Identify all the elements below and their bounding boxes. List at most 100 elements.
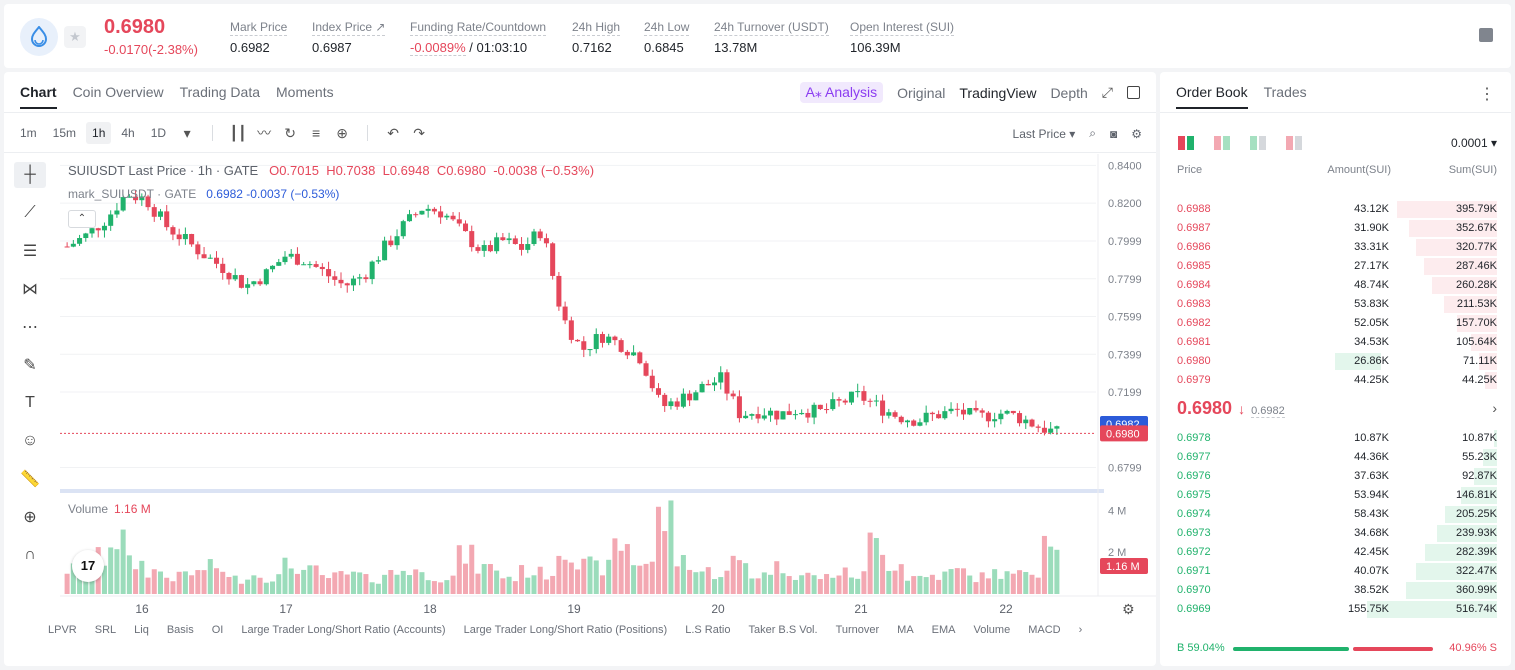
price-chart[interactable]: 0.8400 0.8200 0.7999 0.7799 0.7599 0.7399 0.71…	[4, 72, 1156, 666]
depth-bar	[1437, 525, 1497, 542]
indicator-ls-ratio[interactable]: L.S Ratio	[685, 624, 731, 636]
brush-icon[interactable]: ✎	[23, 357, 37, 374]
timeframe-1d[interactable]: 1D	[150, 126, 167, 140]
refresh-icon[interactable]: ↻	[284, 124, 296, 141]
indicator-large-trader-positions[interactable]: Large Trader Long/Short Ratio (Positions…	[463, 624, 668, 636]
indicator-liq[interactable]: Liq	[134, 624, 149, 636]
volume-bar	[151, 569, 157, 594]
view-both-icon[interactable]	[1178, 136, 1194, 150]
bid-row[interactable]: 0.6972 42.45K 282.39K	[1160, 543, 1511, 562]
stat-funding-rate[interactable]: Funding Rate/Countdown -0.0089% / 01:03:…	[410, 20, 547, 56]
price-source-select[interactable]: Last Price ▾	[1012, 126, 1076, 141]
tradingview-logo[interactable]: 17	[72, 550, 104, 582]
price-tick-label: 0.8400	[1108, 160, 1142, 172]
volume-bar	[637, 565, 643, 594]
favorite-star-icon[interactable]: ★	[64, 26, 86, 48]
tab-trades[interactable]: Trades	[1263, 84, 1307, 100]
stat-mark-price[interactable]: Mark Price 0.6982	[230, 20, 288, 55]
tab-order-book[interactable]: Order Book	[1176, 84, 1248, 109]
candle-body	[307, 264, 313, 266]
volume-bar	[232, 575, 238, 594]
text-icon[interactable]: T	[25, 394, 35, 411]
ask-row[interactable]: 0.6984 48.74K 260.28K	[1160, 276, 1511, 295]
search-icon[interactable]: ⌕	[1089, 126, 1096, 140]
precision-select[interactable]: 0.0001 ▾	[1450, 136, 1497, 150]
candle-body	[444, 215, 450, 218]
redo-icon[interactable]: ↷	[413, 124, 425, 141]
indicator-srl[interactable]: SRL	[94, 624, 117, 636]
indicator-oi[interactable]: OI	[211, 624, 224, 636]
ask-row[interactable]: 0.6979 44.25K 44.25K	[1160, 371, 1511, 390]
bid-row[interactable]: 0.6973 34.68K 239.93K	[1160, 524, 1511, 543]
ai-analysis-button[interactable]: A⁎ Analysis	[799, 82, 884, 103]
gear-icon[interactable]: ⚙	[1131, 126, 1142, 141]
view-bids-icon[interactable]	[1250, 136, 1266, 150]
bid-row[interactable]: 0.6977 44.36K 55.23K	[1160, 448, 1511, 467]
fullscreen-icon[interactable]	[1127, 86, 1140, 99]
tab-moments[interactable]: Moments	[276, 84, 334, 100]
ask-row[interactable]: 0.6987 31.90K 352.67K	[1160, 219, 1511, 238]
undo-icon[interactable]: ↶	[387, 124, 399, 141]
indicator-basis[interactable]: Basis	[166, 624, 194, 636]
trendline-icon[interactable]: ⟋	[24, 204, 36, 221]
bid-row[interactable]: 0.6975 53.94K 146.81K	[1160, 486, 1511, 505]
ask-row[interactable]: 0.6988 43.12K 395.79K	[1160, 200, 1511, 219]
bid-row[interactable]: 0.6969 155.75K 516.74K	[1160, 600, 1511, 619]
view-tradingview[interactable]: TradingView	[959, 84, 1037, 101]
horizontal-lines-icon[interactable]: ☰	[22, 243, 38, 260]
tab-trading-data[interactable]: Trading Data	[179, 84, 261, 100]
add-alert-icon[interactable]: ⊕	[336, 124, 348, 141]
view-depth[interactable]: Depth	[1050, 84, 1088, 101]
indicator-volume[interactable]: Volume	[973, 624, 1011, 636]
bid-row[interactable]: 0.6974 58.43K 205.25K	[1160, 505, 1511, 524]
indicators-icon[interactable]: 〰	[257, 125, 272, 141]
view-original[interactable]: Original	[897, 84, 946, 101]
cell-price: 0.6978	[1177, 432, 1211, 444]
ask-row[interactable]: 0.6980 26.86K 71.11K	[1160, 352, 1511, 371]
ruler-icon[interactable]: 📏	[20, 471, 40, 488]
indicator-taker-bs[interactable]: Taker B.S Vol.	[748, 624, 818, 636]
zoom-in-icon[interactable]: ⊕	[23, 509, 37, 526]
volume-bar	[83, 573, 89, 594]
indicator-macd[interactable]: MACD	[1028, 624, 1061, 636]
template-icon[interactable]: ≡	[311, 125, 321, 141]
ask-row[interactable]: 0.6985 27.17K 287.46K	[1160, 257, 1511, 276]
bid-row[interactable]: 0.6976 37.63K 92.87K	[1160, 467, 1511, 486]
tab-coin-overview[interactable]: Coin Overview	[72, 84, 164, 100]
indicator-lpvr[interactable]: LPVR	[48, 624, 77, 636]
fib-icon[interactable]: ⋯	[22, 319, 38, 336]
timeframe-1m[interactable]: 1m	[20, 126, 37, 140]
expand-icon[interactable]: ⤢	[1101, 84, 1113, 100]
ask-row[interactable]: 0.6986 33.31K 320.77K	[1160, 238, 1511, 257]
collapse-legend-button[interactable]: ⌃	[68, 210, 96, 228]
indicator-ma[interactable]: MA	[897, 624, 914, 636]
view-asks-only-icon[interactable]	[1286, 136, 1302, 150]
chevron-down-icon[interactable]: ▾	[183, 124, 191, 141]
emoji-icon[interactable]: ☺	[21, 432, 39, 449]
magnet-icon[interactable]: ∩	[24, 546, 36, 563]
book-icon[interactable]	[1479, 28, 1493, 42]
tab-chart[interactable]: Chart	[20, 84, 57, 109]
view-asks-icon[interactable]	[1214, 136, 1230, 150]
bid-row[interactable]: 0.6971 40.07K 322.47K	[1160, 562, 1511, 581]
crosshair-icon[interactable]: ┼	[14, 162, 46, 188]
bid-row[interactable]: 0.6970 38.52K 360.99K	[1160, 581, 1511, 600]
timeframe-15m[interactable]: 15m	[52, 126, 77, 140]
stat-index-price[interactable]: Index Price ↗ 0.6987	[312, 20, 386, 55]
bid-row[interactable]: 0.6978 10.87K 10.87K	[1160, 429, 1511, 448]
camera-icon[interactable]: ◙	[1109, 126, 1118, 141]
ask-row[interactable]: 0.6982 52.05K 157.70K	[1160, 314, 1511, 333]
ask-row[interactable]: 0.6983 53.83K 211.53K	[1160, 295, 1511, 314]
indicator-large-trader-accounts[interactable]: Large Trader Long/Short Ratio (Accounts)	[241, 624, 446, 636]
candle-type-icon[interactable]: ┃┃	[229, 124, 247, 141]
more-options-icon[interactable]: ⋮	[1479, 86, 1495, 103]
candle-body	[357, 277, 363, 279]
indicator-ema[interactable]: EMA	[931, 624, 956, 636]
ask-row[interactable]: 0.6981 34.53K 105.64K	[1160, 333, 1511, 352]
indicator-turnover[interactable]: Turnover	[835, 624, 880, 636]
timeframe-1h[interactable]: 1h	[86, 122, 112, 144]
timeframe-4h[interactable]: 4h	[121, 126, 135, 140]
chevron-right-icon[interactable]: ›	[1492, 400, 1497, 416]
pattern-icon[interactable]: ⋈	[22, 281, 38, 298]
chevron-right-icon[interactable]: ›	[1078, 624, 1083, 636]
